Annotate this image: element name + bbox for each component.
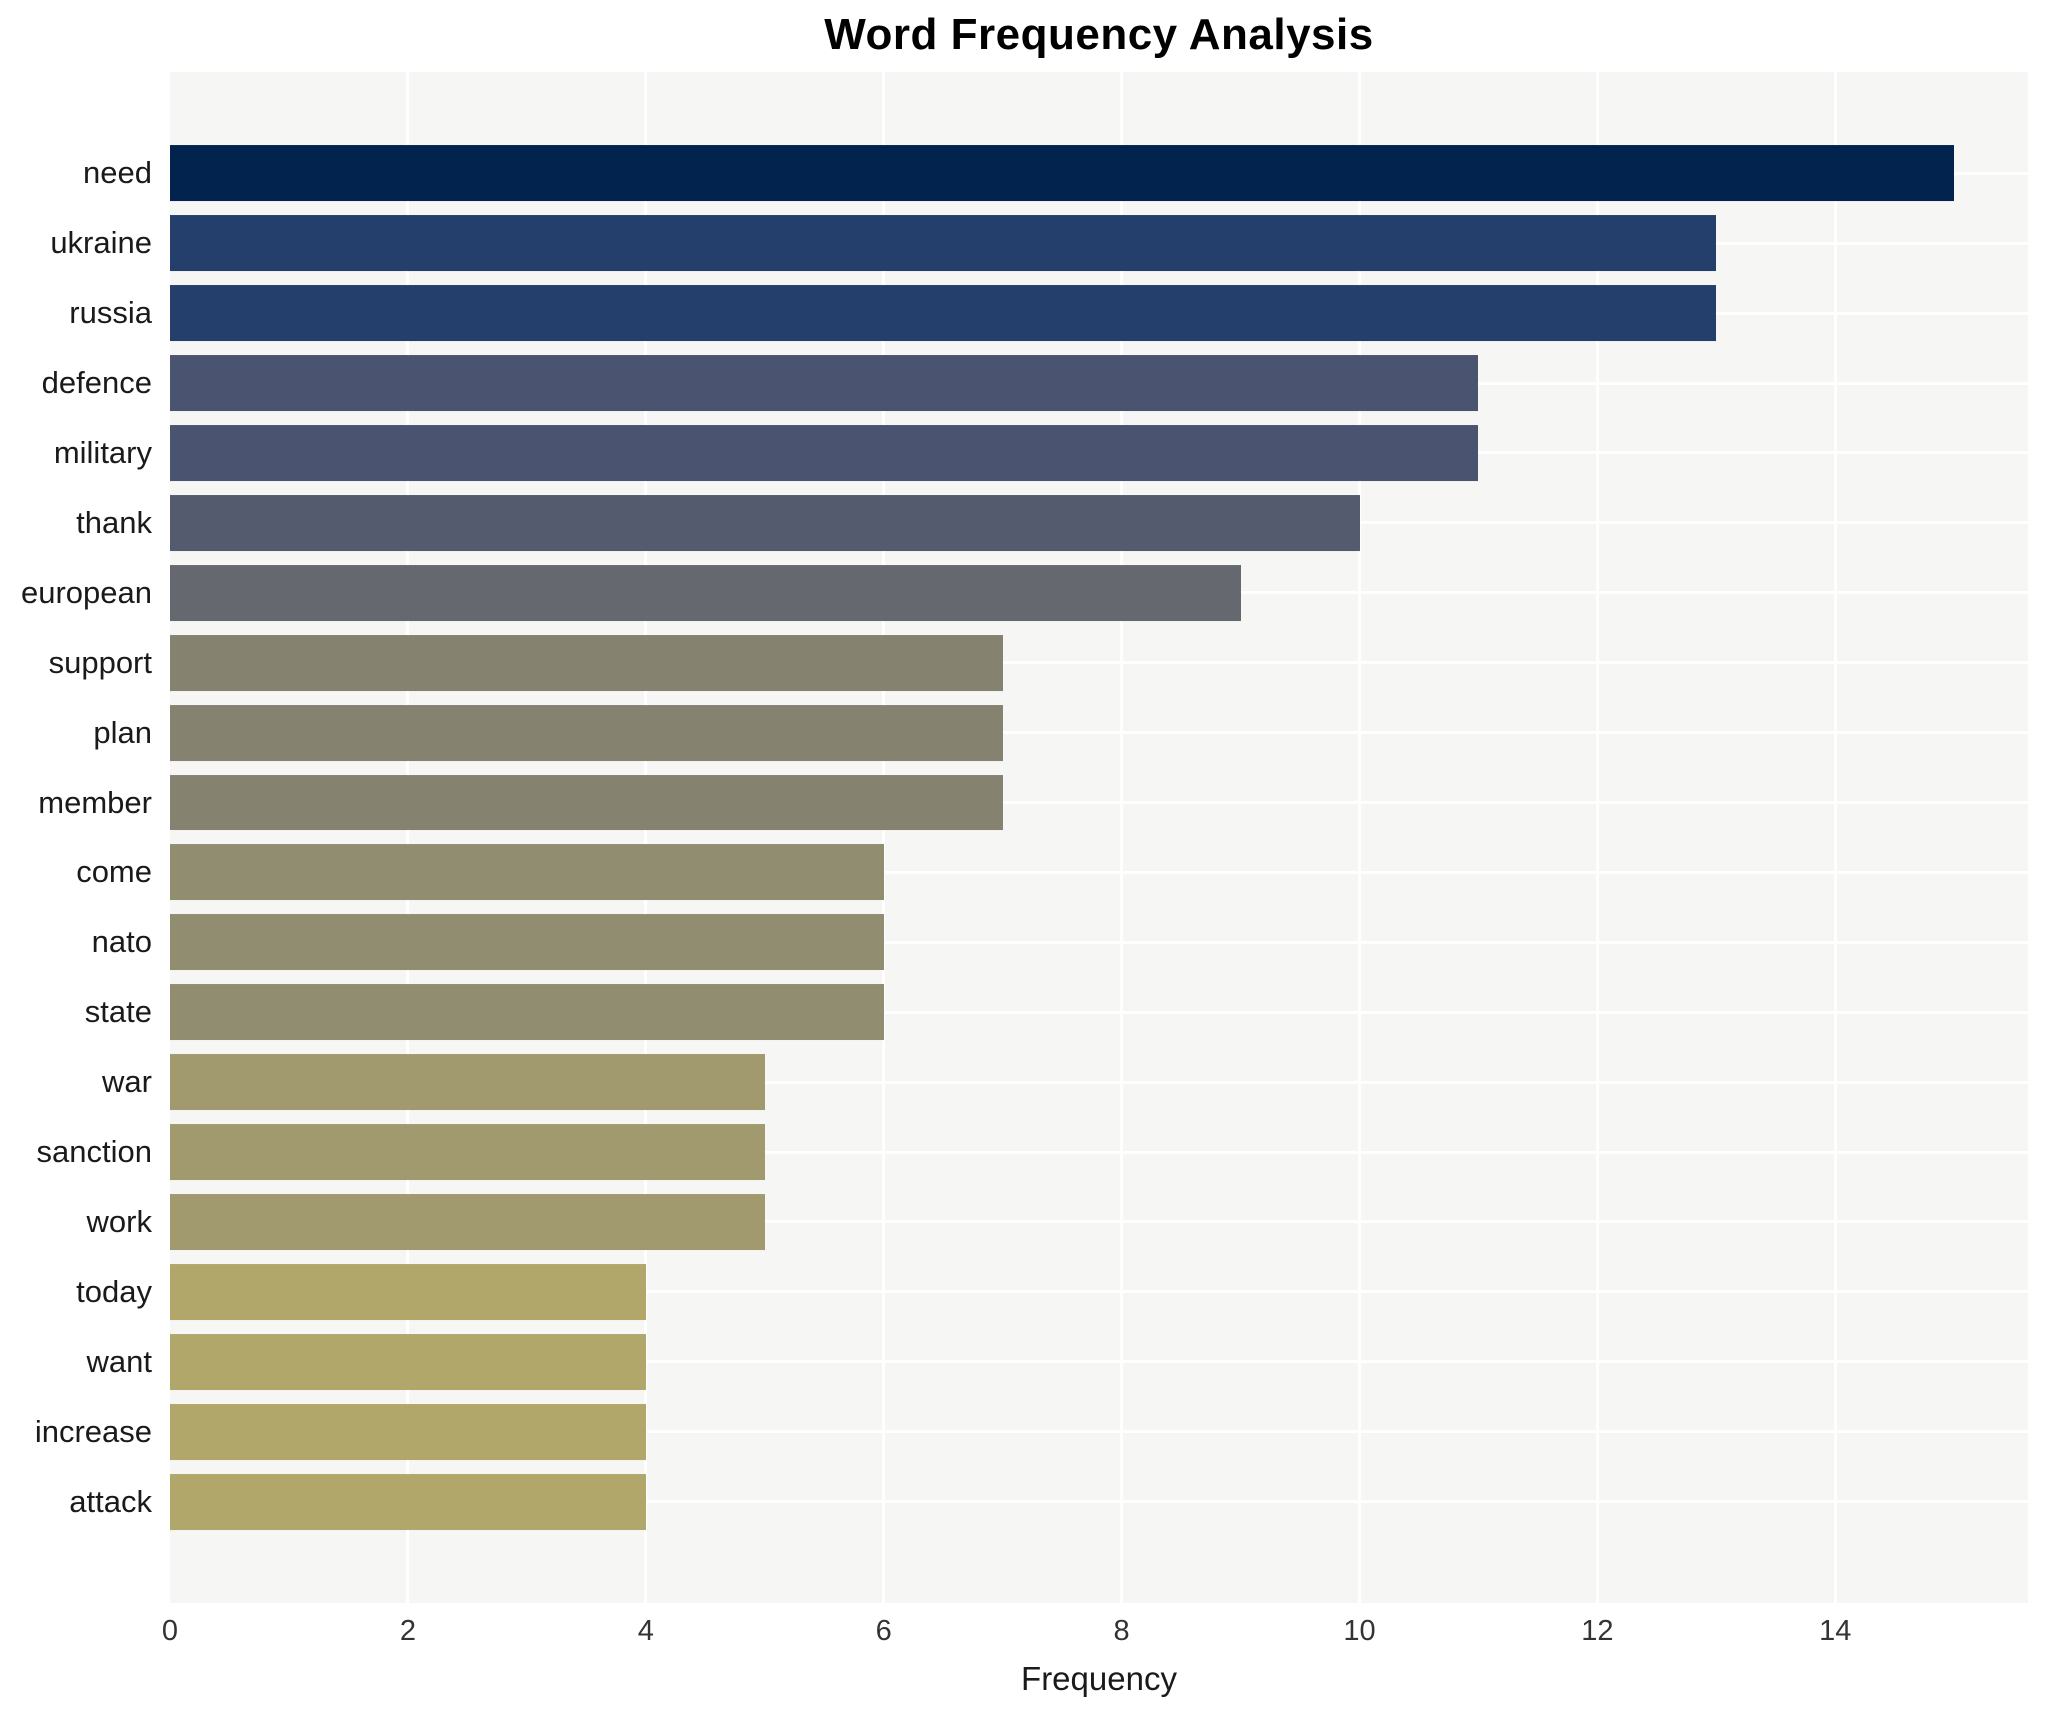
bar-military	[170, 425, 1479, 481]
axis-padding	[170, 72, 2028, 138]
bar-row: today	[76, 1257, 2028, 1327]
category-label-european: european	[20, 574, 152, 610]
bar-row: attack	[69, 1467, 2028, 1537]
x-axis-label: Frequency	[1021, 1660, 1177, 1697]
vertical-gridline	[882, 72, 886, 1603]
horizontal-gridline	[170, 1220, 2028, 1224]
bar-russia	[170, 285, 1717, 342]
vertical-gridline	[1833, 72, 1837, 1603]
bar-row: member	[38, 768, 2028, 838]
category-label-attack: attack	[69, 1483, 152, 1519]
bar-row: nato	[92, 907, 2028, 977]
bar-row: russia	[69, 278, 2028, 348]
horizontal-gridline	[170, 1500, 2028, 1504]
horizontal-gridline	[170, 1150, 2028, 1154]
horizontal-gridline	[170, 1430, 2028, 1434]
bar-increase	[170, 1403, 646, 1460]
category-label-military: military	[53, 434, 152, 470]
x-tick-label-2: 2	[399, 1615, 416, 1647]
vertical-gridline	[1120, 72, 1124, 1603]
category-label-sanction: sanction	[36, 1134, 152, 1170]
bar-come	[170, 844, 884, 901]
category-label-member: member	[38, 784, 152, 820]
horizontal-gridline	[170, 661, 2028, 665]
bar-european	[170, 564, 1241, 621]
category-label-thank: thank	[76, 504, 152, 540]
bar-row: support	[49, 628, 2028, 698]
category-label-war: war	[102, 1064, 152, 1100]
category-label-increase: increase	[34, 1413, 152, 1449]
bar-member	[170, 774, 1003, 831]
x-tick-label-8: 8	[1113, 1615, 1130, 1647]
bar-row: come	[76, 837, 2028, 907]
category-label-want: want	[86, 1343, 152, 1379]
bar-work	[170, 1193, 765, 1250]
bar-want	[170, 1333, 646, 1390]
bar-row: need	[83, 138, 2028, 208]
bar-row: sanction	[37, 1117, 2028, 1187]
category-label-russia: russia	[69, 295, 152, 331]
horizontal-gridline	[170, 1290, 2028, 1294]
horizontal-gridline	[170, 870, 2028, 874]
bar-row: work	[87, 1187, 2028, 1257]
bar-row: thank	[76, 488, 2028, 558]
category-label-defence: defence	[41, 365, 152, 401]
bar-war	[170, 1054, 765, 1111]
bar-row: military	[54, 418, 2028, 488]
vertical-gridline	[406, 72, 410, 1603]
bar-defence	[170, 355, 1479, 412]
bar-need	[170, 145, 1955, 202]
x-tick-label-0: 0	[161, 1615, 179, 1647]
category-label-work: work	[86, 1203, 152, 1239]
x-tick-label-14: 14	[1819, 1615, 1852, 1647]
bar-support	[170, 634, 1003, 691]
bar-today	[170, 1263, 646, 1320]
bar-row: state	[85, 977, 2028, 1047]
bar-thank	[170, 494, 1360, 551]
bar-row: defence	[42, 348, 2028, 418]
x-tick-label-4: 4	[637, 1615, 654, 1647]
vertical-gridline	[1595, 72, 1599, 1603]
chart-title: Word Frequency Analysis	[824, 10, 1374, 59]
vertical-gridline	[644, 72, 648, 1603]
horizontal-gridline	[170, 940, 2028, 944]
x-tick-label-6: 6	[875, 1615, 892, 1647]
x-tick-label-10: 10	[1343, 1615, 1376, 1647]
bar-row: european	[21, 558, 2028, 628]
bar-row: want	[87, 1327, 2028, 1397]
bar-row: plan	[93, 698, 2028, 768]
horizontal-gridline	[170, 1080, 2028, 1084]
horizontal-gridline	[170, 1360, 2028, 1364]
bar-ukraine	[170, 215, 1717, 272]
category-label-plan: plan	[93, 714, 152, 750]
bar-row: increase	[35, 1397, 2028, 1467]
horizontal-gridline	[170, 1010, 2028, 1014]
vertical-gridline	[1358, 72, 1361, 1603]
category-label-support: support	[48, 644, 152, 680]
category-label-nato: nato	[91, 924, 152, 960]
x-tick-label-12: 12	[1581, 1615, 1614, 1647]
category-label-need: need	[83, 155, 152, 191]
plot-area: need ukraine russia defence military thank eur…	[21, 72, 2028, 1603]
horizontal-gridline	[170, 801, 2028, 805]
category-label-state: state	[84, 994, 152, 1030]
bar-rows-container: need ukraine russia defence military thank eur…	[21, 72, 2028, 1603]
horizontal-gridline	[170, 731, 2028, 735]
bar-row: war	[102, 1047, 2028, 1117]
x-axis-ticks: 0 2 4 6 8 10 12 14	[162, 1615, 2028, 1655]
category-label-come: come	[76, 854, 152, 890]
bar-sanction	[170, 1124, 765, 1181]
bar-nato	[170, 914, 884, 971]
bar-state	[170, 984, 884, 1041]
category-label-today: today	[76, 1273, 152, 1309]
bar-attack	[170, 1473, 646, 1530]
bar-plan	[170, 704, 1003, 761]
axis-padding	[170, 1537, 2028, 1603]
bar-row: ukraine	[50, 208, 2028, 278]
category-label-ukraine: ukraine	[50, 225, 152, 261]
